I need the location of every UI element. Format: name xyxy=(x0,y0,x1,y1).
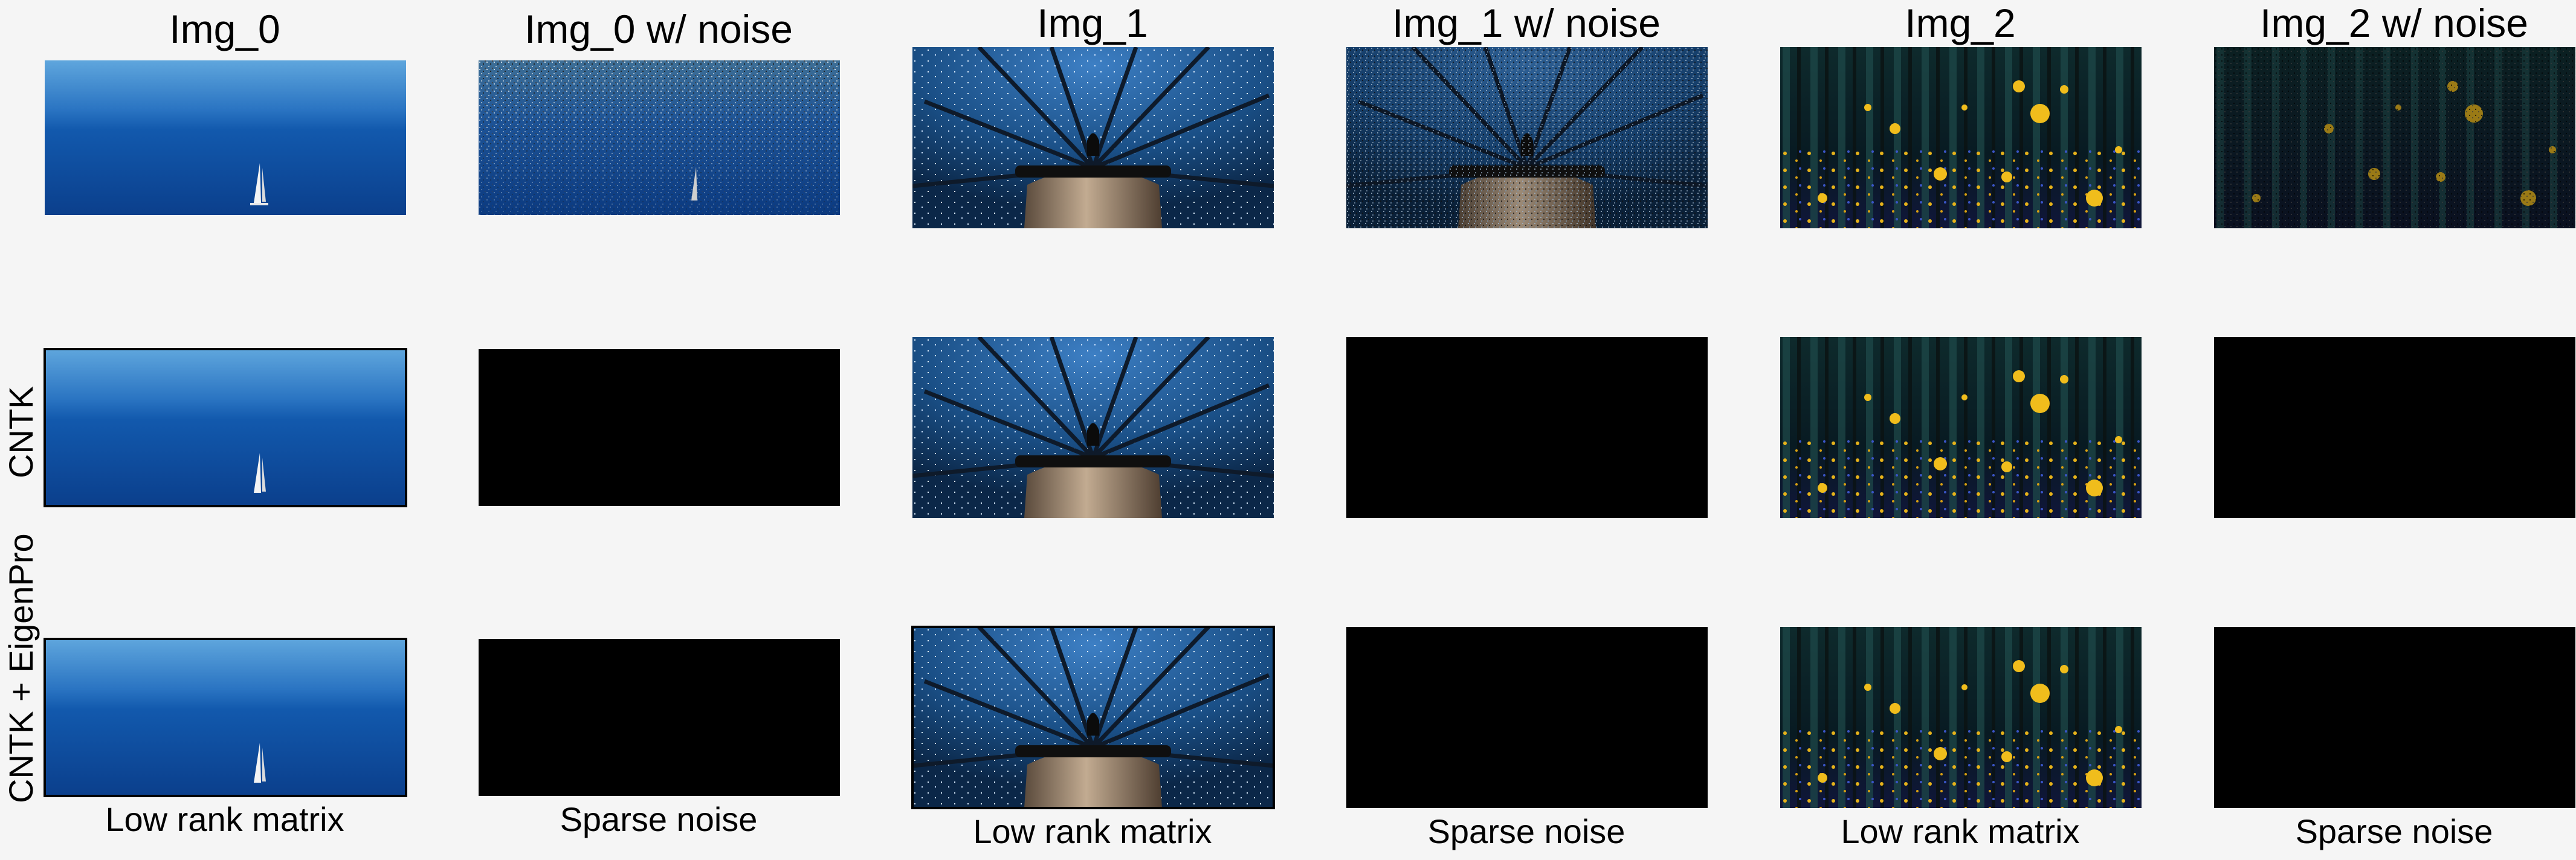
column-title-img0-noise: Img_0 w/ noise xyxy=(525,7,793,51)
image-panel-cntk-img2-sparse-noise xyxy=(2214,337,2575,518)
column-title-img0: Img_0 xyxy=(169,7,280,51)
image-panel-img0-noisy xyxy=(479,60,840,215)
image-panel-img2-original xyxy=(1780,47,2142,228)
image-panel-eigenpro-img0-sparse-noise xyxy=(479,639,840,796)
caption-sparse-noise-img0: Sparse noise xyxy=(560,800,758,838)
row-label-cntk: CNTK xyxy=(2,386,40,478)
image-panel-img1-original xyxy=(912,47,1274,228)
image-panel-img1-noisy xyxy=(1346,47,1708,228)
image-panel-img2-noisy xyxy=(2214,47,2575,228)
image-panel-eigenpro-img2-sparse-noise xyxy=(2214,627,2575,808)
row-label-cntk-eigenpro: CNTK + EigenPro xyxy=(2,533,40,803)
caption-sparse-noise-img2: Sparse noise xyxy=(2295,812,2493,850)
image-panel-eigenpro-img2-low-rank xyxy=(1780,627,2142,808)
image-panel-eigenpro-img1-sparse-noise xyxy=(1346,627,1708,808)
caption-low-rank-img2: Low rank matrix xyxy=(1841,812,2080,850)
column-title-img1: Img_1 xyxy=(1037,1,1148,45)
column-title-img2-noise: Img_2 w/ noise xyxy=(2260,1,2528,45)
image-panel-cntk-img2-low-rank xyxy=(1780,337,2142,518)
column-title-img1-noise: Img_1 w/ noise xyxy=(1392,1,1661,45)
caption-low-rank-img1: Low rank matrix xyxy=(973,812,1212,850)
image-panel-img0-original xyxy=(45,60,406,215)
image-panel-cntk-img1-low-rank xyxy=(912,337,1274,518)
caption-sparse-noise-img1: Sparse noise xyxy=(1427,812,1625,850)
image-panel-cntk-img0-low-rank xyxy=(44,348,407,507)
image-panel-cntk-img1-sparse-noise xyxy=(1346,337,1708,518)
image-panel-eigenpro-img1-low-rank xyxy=(911,626,1275,809)
caption-low-rank-img0: Low rank matrix xyxy=(105,800,344,838)
image-panel-cntk-img0-sparse-noise xyxy=(479,349,840,506)
column-title-img2: Img_2 xyxy=(1905,1,2016,45)
image-panel-eigenpro-img0-low-rank xyxy=(44,638,407,797)
